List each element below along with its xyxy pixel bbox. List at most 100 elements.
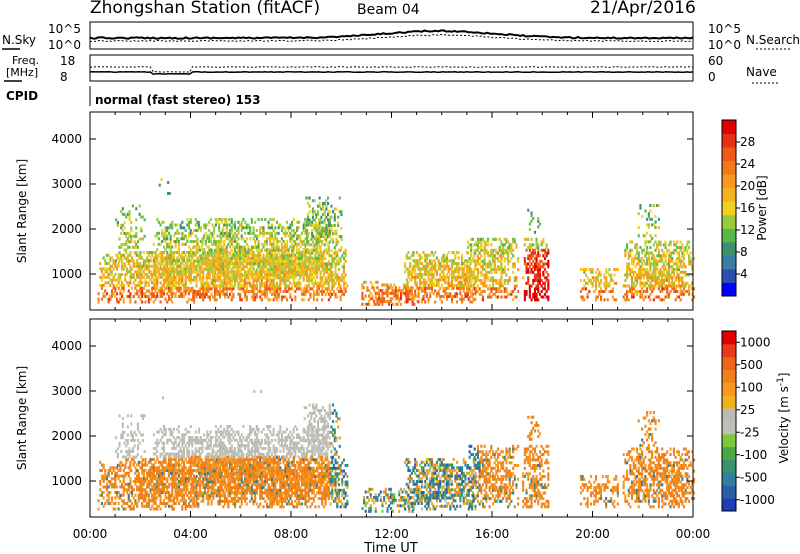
range-cell [442, 253, 445, 257]
range-cell [262, 292, 265, 296]
range-cell [260, 226, 263, 230]
range-cell [667, 276, 670, 280]
range-cell [456, 292, 459, 296]
range-cell [603, 284, 606, 288]
range-cell [270, 234, 273, 238]
nsky-tick-top: 10^5 [48, 22, 81, 36]
range-cell [487, 251, 490, 255]
range-cell [470, 284, 473, 288]
range-cell [121, 284, 124, 287]
range-cell [219, 259, 222, 263]
range-cell [136, 284, 139, 287]
range-cell [403, 286, 406, 290]
range-cell [329, 276, 332, 280]
range-cell [207, 254, 210, 258]
range-cell [235, 276, 238, 280]
range-cell [466, 262, 469, 265]
range-cell [437, 281, 440, 285]
range-cell [440, 264, 443, 268]
range-cell [327, 196, 330, 200]
range-cell [686, 273, 689, 277]
range-cell [469, 259, 472, 263]
range-cell [335, 207, 338, 211]
range-cell [181, 262, 184, 265]
range-cell [127, 295, 130, 298]
range-cell [172, 278, 175, 282]
range-cell [229, 276, 232, 280]
range-cell [419, 259, 422, 263]
range-cell [328, 232, 331, 236]
range-cell [470, 270, 473, 274]
range-cell [217, 273, 220, 277]
range-cell [422, 267, 425, 271]
range-cell [334, 254, 337, 258]
range-cell [513, 265, 516, 269]
range-cell [542, 270, 545, 274]
range-cell [141, 281, 144, 285]
range-cell [198, 259, 201, 263]
range-cell [188, 253, 191, 257]
range-cell [161, 292, 164, 296]
range-cell [344, 254, 347, 258]
range-cell [131, 286, 134, 290]
range-cell [454, 262, 457, 265]
range-cell [294, 265, 297, 269]
range-cell [333, 215, 336, 219]
range-cell [118, 259, 121, 263]
range-cell [199, 240, 202, 243]
range-cell [267, 270, 270, 274]
range-cell [654, 295, 657, 299]
range-cell [189, 231, 192, 235]
range-cell [303, 243, 306, 247]
range-cell [686, 281, 689, 285]
range-cell [284, 287, 287, 291]
range-cell [149, 251, 152, 254]
range-cell [184, 270, 187, 274]
range-cell [174, 262, 177, 265]
power-data [97, 178, 696, 306]
range-cell [523, 295, 526, 299]
range-cell [323, 202, 326, 205]
range-cell [169, 278, 172, 282]
range-cell [498, 284, 501, 288]
range-cell [483, 254, 486, 258]
range-cell [497, 268, 500, 271]
range-cell [254, 284, 257, 288]
range-cell [292, 240, 295, 243]
range-cell [213, 231, 216, 235]
range-cell [503, 295, 506, 299]
range-cell [651, 237, 654, 240]
range-cell [190, 270, 193, 274]
range-cell [671, 281, 674, 285]
range-cell [647, 273, 650, 277]
range-cell [286, 248, 289, 252]
range-cell [244, 276, 247, 280]
range-cell [337, 240, 340, 244]
range-cell [259, 290, 262, 293]
range-cell [159, 262, 162, 265]
range-cell [471, 278, 474, 282]
range-cell [105, 485, 108, 489]
range-cell [245, 287, 248, 291]
range-cell [505, 279, 508, 282]
range-cell [493, 262, 496, 266]
range-cell [225, 265, 228, 269]
range-cell [280, 251, 283, 254]
range-cell [336, 279, 339, 282]
range-cell [242, 253, 245, 257]
range-cell [208, 240, 211, 243]
range-cell [240, 298, 243, 302]
range-cell [503, 251, 506, 255]
range-cell [674, 259, 677, 263]
range-cell [419, 256, 422, 260]
range-cell [480, 273, 483, 277]
range-cell [603, 273, 606, 277]
range-cell [156, 275, 159, 279]
range-cell [452, 273, 455, 276]
range-cell [381, 297, 384, 301]
range-cell [537, 268, 540, 271]
range-cell [490, 287, 493, 291]
range-cell [444, 292, 447, 296]
range-cell [289, 295, 292, 299]
range-cell [289, 240, 292, 243]
